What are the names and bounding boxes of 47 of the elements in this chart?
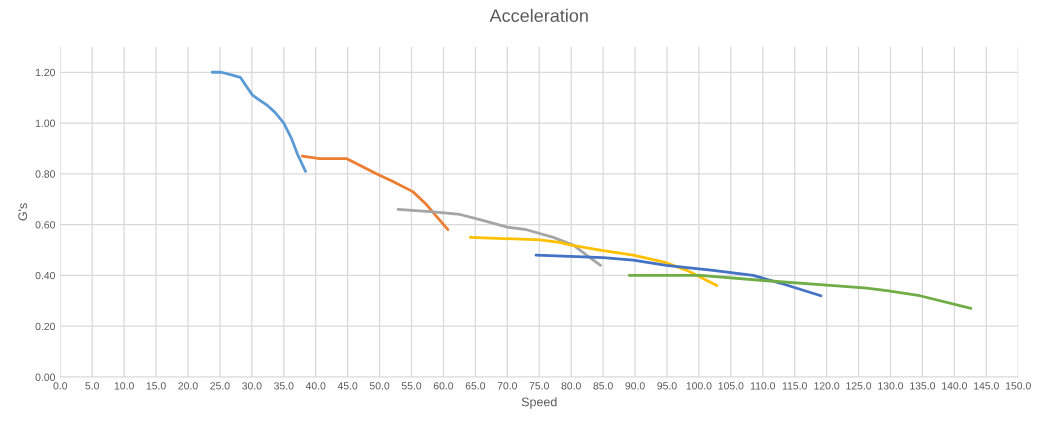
line-series bbox=[468, 235, 719, 287]
x-tick-label: 135.0 bbox=[910, 382, 936, 390]
x-tick-label: 150.0 bbox=[1005, 382, 1031, 390]
x-tick-label: 40.0 bbox=[305, 382, 326, 390]
y-tick-label: 0.80 bbox=[35, 170, 55, 178]
line-series bbox=[534, 253, 823, 298]
x-tick-label: 35.0 bbox=[274, 382, 294, 390]
x-tick-label: 90.0 bbox=[625, 382, 645, 390]
x-tick-label: 45.0 bbox=[337, 382, 358, 390]
line-series bbox=[627, 274, 973, 310]
y-axis-title: G's bbox=[18, 203, 28, 221]
x-tick-label: 100.0 bbox=[686, 382, 712, 390]
x-tick-label: 120.0 bbox=[814, 382, 840, 390]
x-tick-label: 15.0 bbox=[146, 382, 166, 390]
x-tick-label: 65.0 bbox=[465, 382, 486, 390]
x-tick-label: 115.0 bbox=[782, 382, 807, 390]
x-tick-label: 125.0 bbox=[846, 382, 872, 390]
x-axis-title: Speed bbox=[521, 397, 557, 409]
x-tick-label: 85.0 bbox=[593, 382, 613, 390]
x-tick-label: 5.0 bbox=[85, 382, 100, 390]
x-tick-label: 25.0 bbox=[210, 382, 230, 390]
line-series bbox=[210, 70, 307, 173]
x-tick-label: 10.0 bbox=[114, 382, 134, 390]
x-tick-label: 75.0 bbox=[529, 382, 549, 390]
y-tick-label: 1.20 bbox=[35, 68, 55, 77]
line-series bbox=[396, 208, 602, 267]
x-tick-label: 0.0 bbox=[53, 382, 68, 390]
x-tick-label: 30.0 bbox=[242, 382, 262, 390]
x-tick-label: 70.0 bbox=[497, 382, 518, 390]
x-tick-label: 130.0 bbox=[878, 382, 904, 390]
y-tick-label: 0.60 bbox=[35, 221, 55, 229]
y-tick-label: 0.20 bbox=[35, 322, 55, 331]
x-tick-label: 105.0 bbox=[718, 382, 744, 390]
x-tick-label: 60.0 bbox=[433, 382, 454, 390]
x-tick-label: 95.0 bbox=[657, 382, 677, 390]
x-tick-label: 50.0 bbox=[369, 382, 390, 390]
x-tick-label: 140.0 bbox=[942, 382, 967, 390]
x-tick-label: 145.0 bbox=[974, 382, 999, 390]
line-series bbox=[300, 154, 450, 232]
chart-title: Acceleration bbox=[489, 8, 588, 23]
y-tick-label: 0.00 bbox=[35, 373, 55, 381]
y-tick-label: 1.00 bbox=[35, 119, 55, 127]
x-tick-label: 80.0 bbox=[561, 382, 581, 390]
y-tick-label: 0.40 bbox=[35, 271, 55, 280]
x-tick-label: 110.0 bbox=[750, 382, 776, 390]
x-tick-label: 55.0 bbox=[401, 382, 422, 390]
x-tick-label: 20.0 bbox=[178, 382, 198, 390]
